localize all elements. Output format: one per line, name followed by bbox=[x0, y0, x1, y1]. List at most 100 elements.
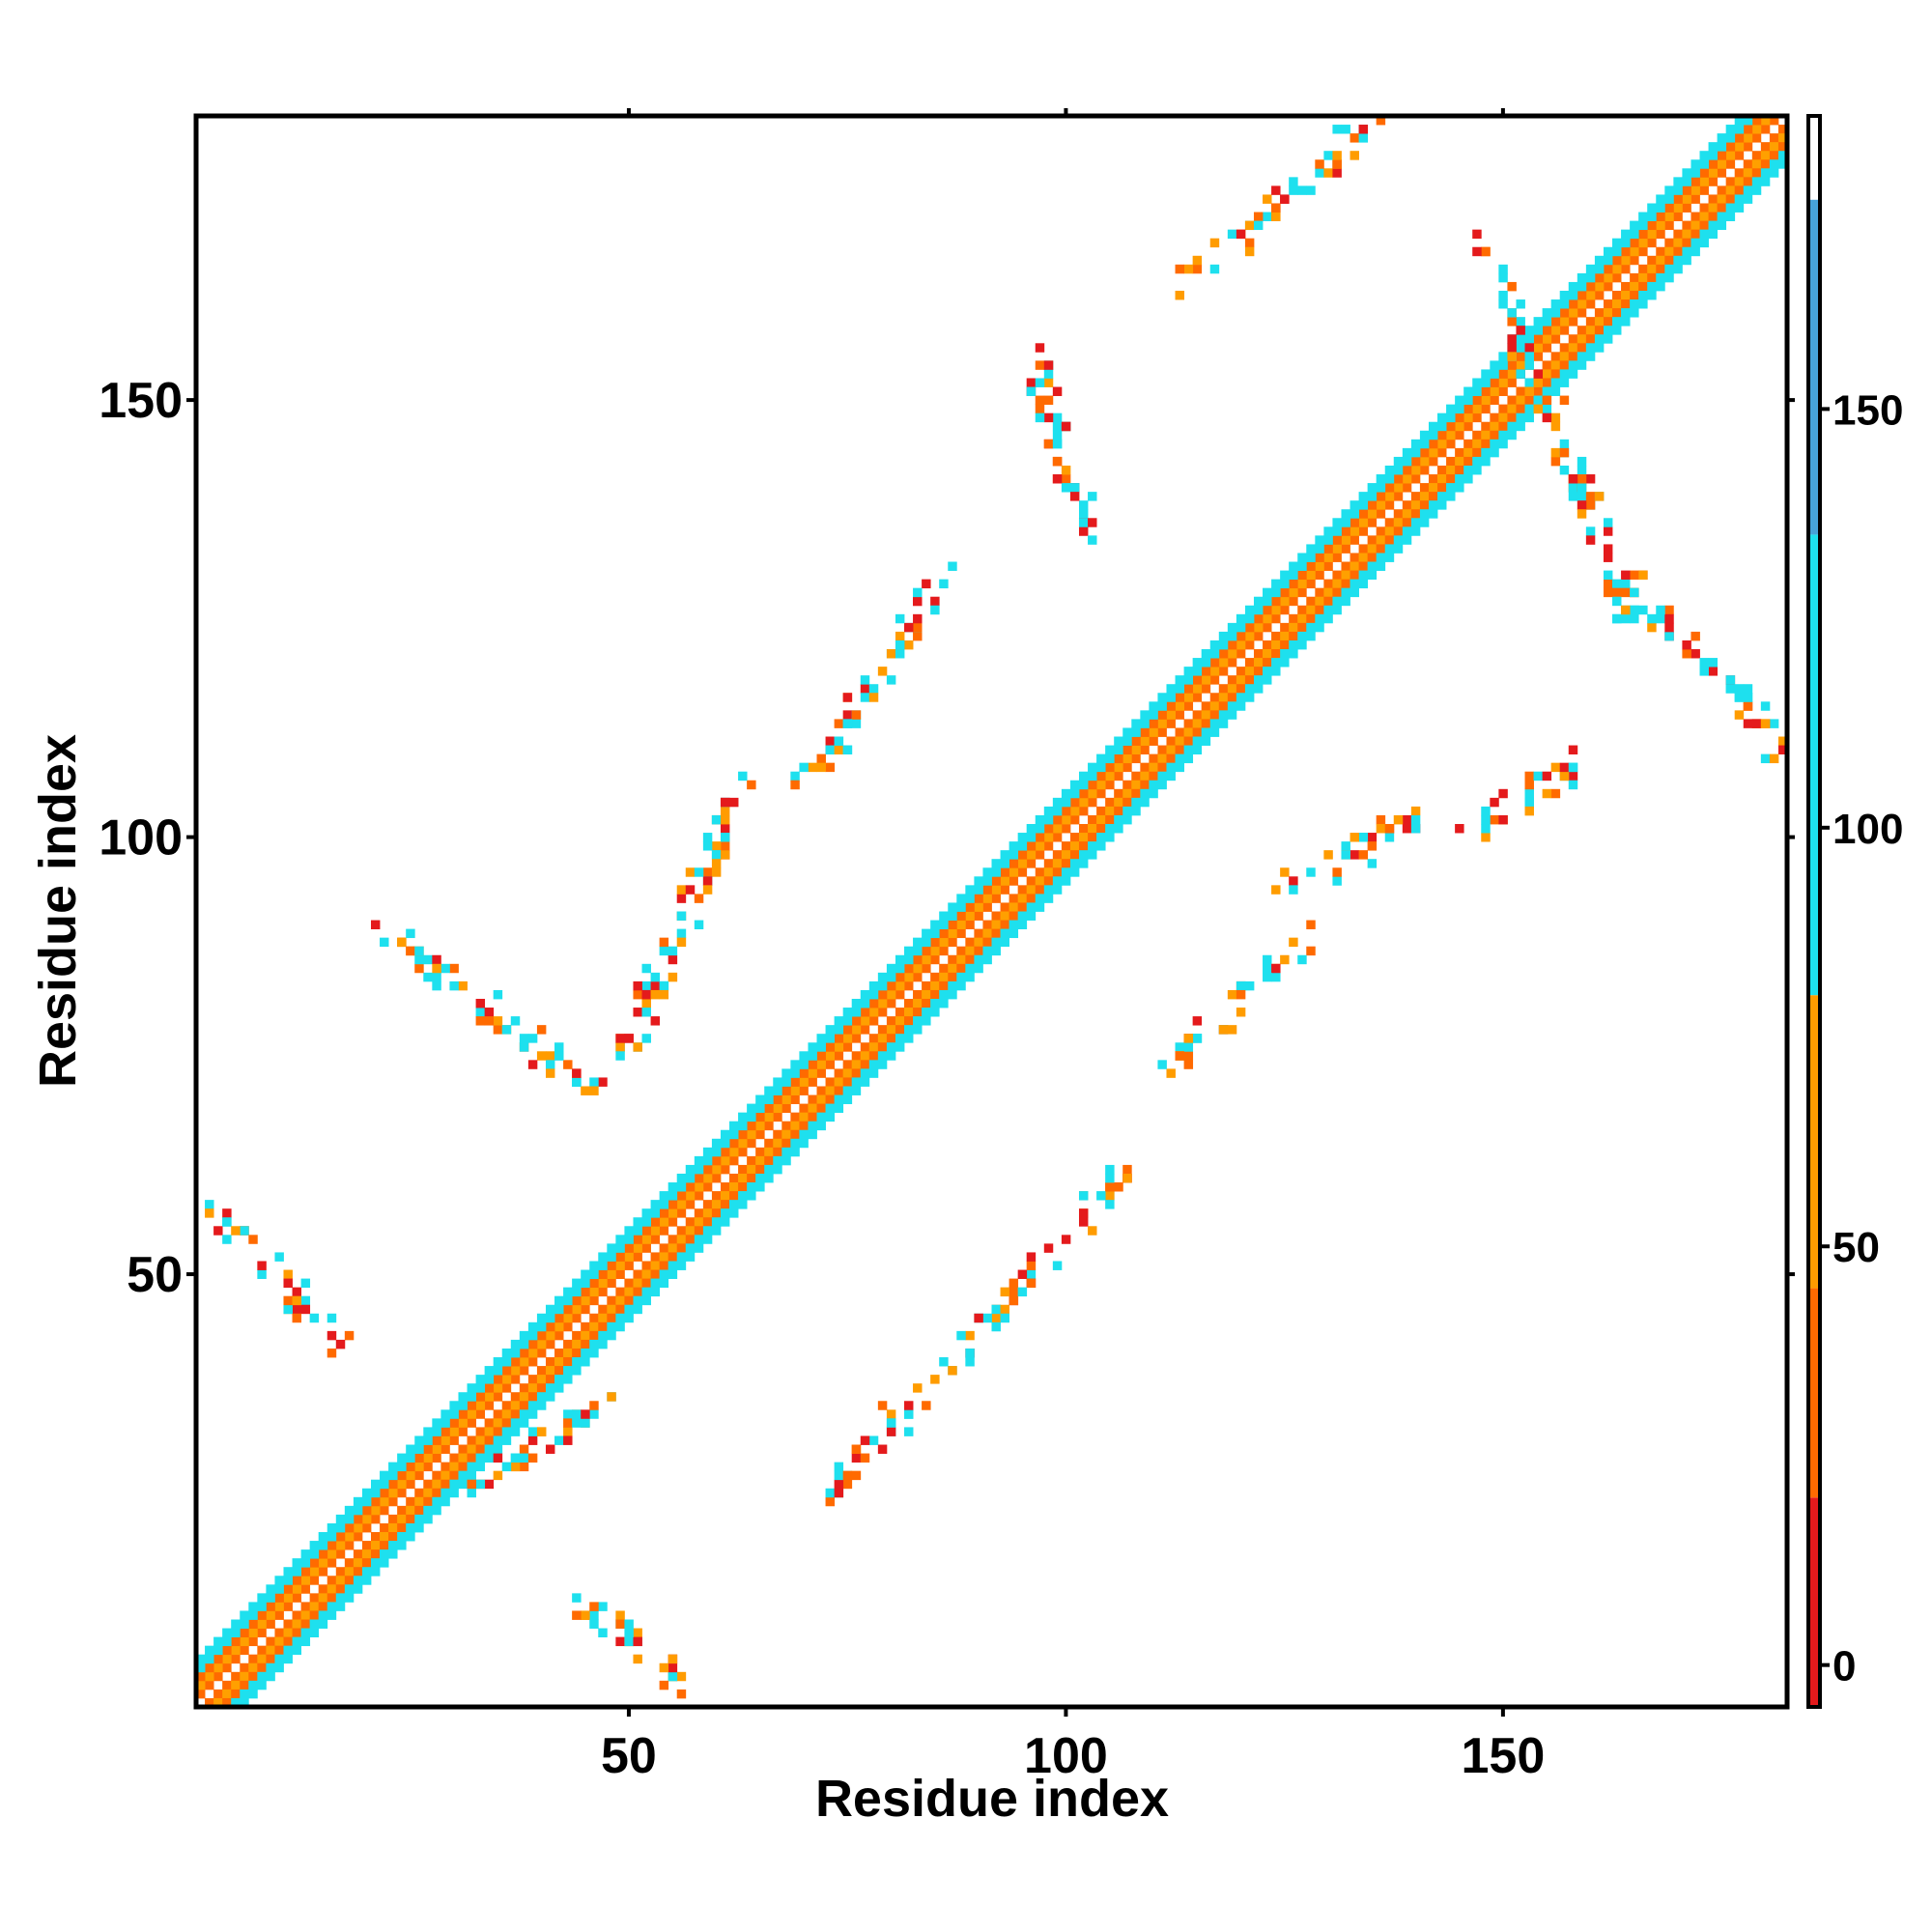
diagonal-cell bbox=[1017, 833, 1028, 842]
contact-cell bbox=[886, 675, 896, 685]
diagonal-cell bbox=[1175, 693, 1184, 702]
diagonal-cell bbox=[1647, 212, 1657, 221]
diagonal-cell bbox=[1263, 658, 1272, 668]
contact-cell bbox=[1289, 185, 1298, 195]
diagonal-cell bbox=[738, 1200, 748, 1209]
diagonal-cell bbox=[1209, 710, 1220, 720]
diagonal-cell bbox=[799, 1121, 809, 1131]
diagonal-cell bbox=[283, 1602, 293, 1611]
diagonal-cell bbox=[1428, 509, 1438, 519]
diagonal-cell bbox=[1437, 465, 1447, 475]
diagonal-cell bbox=[467, 1453, 476, 1463]
diagonal-cell bbox=[196, 1689, 206, 1699]
diagonal-cell bbox=[781, 1129, 791, 1140]
diagonal-cell bbox=[982, 954, 992, 965]
diagonal-cell bbox=[799, 1077, 809, 1087]
diagonal-cell bbox=[720, 1147, 730, 1157]
diagonal-cell bbox=[694, 1182, 704, 1192]
diagonal-cell bbox=[1393, 535, 1404, 545]
diagonal-cell bbox=[1183, 745, 1194, 755]
diagonal-cell bbox=[851, 1068, 862, 1078]
diagonal-cell bbox=[1315, 535, 1324, 545]
diagonal-cell bbox=[974, 902, 983, 912]
diagonal-cell bbox=[440, 1488, 450, 1498]
diagonal-cell bbox=[1419, 509, 1430, 519]
diagonal-cell bbox=[1751, 133, 1762, 143]
diagonal-cell bbox=[1263, 622, 1272, 633]
diagonal-cell bbox=[1647, 238, 1657, 248]
diagonal-cell bbox=[641, 1261, 651, 1270]
diagonal-cell bbox=[1043, 814, 1054, 825]
diagonal-cell bbox=[913, 1025, 923, 1035]
contact-cell bbox=[1524, 788, 1534, 799]
diagonal-cell bbox=[266, 1610, 275, 1620]
diagonal-cell bbox=[344, 1558, 355, 1568]
contact-cell bbox=[790, 771, 800, 781]
contact-cell bbox=[877, 1444, 888, 1454]
diagonal-cell bbox=[1455, 474, 1464, 484]
diagonal-cell bbox=[729, 1147, 739, 1157]
contact-cell bbox=[1621, 570, 1631, 581]
diagonal-cell bbox=[1498, 369, 1508, 379]
diagonal-cell bbox=[380, 1549, 389, 1559]
diagonal-cell bbox=[1455, 465, 1464, 475]
diagonal-cell bbox=[895, 1034, 905, 1043]
contact-cell bbox=[816, 753, 826, 764]
diagonal-cell bbox=[327, 1532, 337, 1542]
diagonal-cell bbox=[1621, 317, 1631, 327]
diagonal-cell bbox=[702, 1208, 713, 1218]
diagonal-cell bbox=[1664, 272, 1674, 283]
contact-cell bbox=[1306, 185, 1316, 195]
diagonal-cell bbox=[922, 946, 931, 956]
diagonal-cell bbox=[851, 1025, 862, 1035]
diagonal-cell bbox=[344, 1567, 355, 1577]
diagonal-cell bbox=[581, 1348, 590, 1358]
diagonal-cell bbox=[1131, 806, 1141, 816]
diagonal-cell bbox=[213, 1697, 223, 1708]
diagonal-cell bbox=[1384, 535, 1395, 545]
diagonal-cell bbox=[1376, 474, 1386, 484]
diagonal-cell bbox=[1419, 447, 1430, 458]
diagonal-cell bbox=[1280, 596, 1290, 607]
diagonal-cell bbox=[1585, 264, 1596, 274]
diagonal-cell bbox=[956, 954, 966, 965]
diagonal-cell bbox=[676, 1252, 687, 1262]
diagonal-cell bbox=[248, 1662, 258, 1673]
contact-cell bbox=[1009, 1287, 1019, 1297]
diagonal-cell bbox=[939, 920, 949, 929]
contact-cell bbox=[624, 1619, 634, 1629]
diagonal-cell bbox=[1734, 125, 1745, 134]
diagonal-cell bbox=[370, 1541, 381, 1550]
diagonal-cell bbox=[327, 1584, 337, 1594]
diagonal-cell bbox=[1708, 220, 1718, 231]
diagonal-cell bbox=[309, 1619, 320, 1629]
diagonal-cell bbox=[1751, 177, 1762, 186]
diagonal-cell bbox=[1078, 806, 1089, 816]
diagonal-cell bbox=[1437, 483, 1447, 493]
diagonal-cell bbox=[1306, 553, 1316, 562]
diagonal-cell bbox=[1717, 220, 1727, 231]
diagonal-cell bbox=[781, 1147, 791, 1157]
diagonal-cell bbox=[1734, 142, 1745, 152]
diagonal-cell bbox=[300, 1576, 311, 1585]
diagonal-cell bbox=[380, 1470, 389, 1481]
diagonal-cell bbox=[781, 1121, 791, 1131]
diagonal-cell bbox=[702, 1164, 713, 1175]
contact-cell bbox=[711, 814, 722, 825]
diagonal-cell bbox=[755, 1121, 765, 1131]
diagonal-cell bbox=[747, 1173, 756, 1183]
diagonal-cell bbox=[1524, 334, 1534, 344]
diagonal-cell bbox=[309, 1593, 320, 1603]
diagonal-cell bbox=[536, 1392, 547, 1402]
diagonal-cell bbox=[1315, 553, 1324, 562]
contact-cell bbox=[519, 1034, 529, 1043]
contact-cell bbox=[1271, 885, 1281, 895]
diagonal-cell bbox=[572, 1339, 582, 1350]
diagonal-cell bbox=[1166, 701, 1176, 711]
diagonal-cell bbox=[825, 1077, 836, 1087]
diagonal-cell bbox=[676, 1208, 687, 1218]
diagonal-cell bbox=[1577, 299, 1587, 309]
diagonal-cell bbox=[1323, 613, 1333, 624]
diagonal-cell bbox=[982, 920, 992, 929]
diagonal-cell bbox=[755, 1164, 765, 1175]
